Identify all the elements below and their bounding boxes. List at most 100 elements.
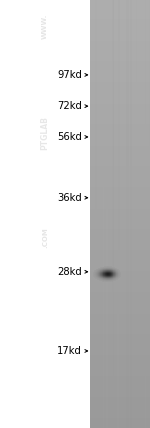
Bar [112,272,113,273]
Bar [112,269,113,270]
Bar [110,274,111,275]
Bar [106,268,107,269]
Bar [106,271,107,272]
Bar [90,133,150,134]
Bar [108,280,109,281]
Bar [114,279,115,280]
Bar [90,123,150,125]
Bar [90,143,150,145]
Bar [114,277,115,278]
Bar [100,270,101,271]
Bar [98,273,99,274]
Bar [0,0,90,428]
Bar [99,272,100,273]
Bar [98,274,99,275]
Bar [118,277,119,278]
Bar [116,271,117,272]
Bar [98,272,99,273]
Bar [105,275,106,276]
Bar [119,277,120,278]
Bar [105,267,106,268]
Bar [112,269,113,270]
Bar [90,273,150,274]
Bar [90,404,150,406]
Bar [100,271,101,272]
Bar [94,277,95,278]
Bar [114,273,115,274]
Bar [104,267,105,268]
Bar [105,271,106,272]
Bar [90,139,150,141]
Bar [99,274,100,275]
Bar [96,269,97,270]
Bar [114,272,115,273]
Bar [102,277,103,278]
Bar [101,280,102,281]
Bar [103,280,104,281]
Bar [106,269,107,270]
Bar [96,278,97,279]
Bar [112,276,113,277]
Bar [115,280,116,281]
Bar [99,273,100,274]
Bar [106,271,107,272]
Bar [90,372,150,373]
Bar [90,61,150,62]
Bar [90,334,150,336]
Bar [112,277,113,278]
Bar [109,274,110,275]
Bar [114,275,115,276]
Bar [110,272,111,273]
Bar [96,273,97,274]
Bar [90,8,150,9]
Bar [94,275,95,276]
Bar [118,274,119,275]
Bar [110,267,111,268]
Bar [103,275,104,276]
Bar [98,277,99,278]
Bar [108,267,109,268]
Bar [102,273,103,274]
Bar [90,352,150,354]
Bar [96,271,97,272]
Bar [90,39,150,40]
Bar [105,268,106,269]
Bar [90,250,150,252]
Bar [111,276,112,277]
Bar [102,273,103,274]
Bar [114,279,115,280]
Bar [118,277,119,278]
Bar [90,265,150,267]
Bar [98,277,99,278]
Bar [90,425,150,426]
Bar [90,337,150,339]
Bar [90,262,150,264]
Bar [111,269,112,270]
Bar [93,273,94,274]
Bar [118,271,119,272]
Bar [105,272,106,273]
Bar [112,279,113,280]
Bar [118,271,119,272]
Bar [90,115,150,116]
Bar [100,277,101,278]
Bar [96,273,97,274]
Bar [90,41,150,42]
Bar [108,268,109,269]
Bar [101,277,102,278]
Bar [113,268,114,269]
Bar [117,274,118,275]
Bar [118,273,119,274]
Bar [111,271,112,272]
Bar [114,278,115,279]
Bar [112,273,113,274]
Bar [106,272,107,273]
Bar [114,269,115,270]
Bar [110,267,111,268]
Bar [113,274,114,275]
Bar [112,268,113,269]
Bar [114,274,115,275]
Bar [90,16,150,18]
Bar [105,277,106,278]
Bar [90,152,150,154]
